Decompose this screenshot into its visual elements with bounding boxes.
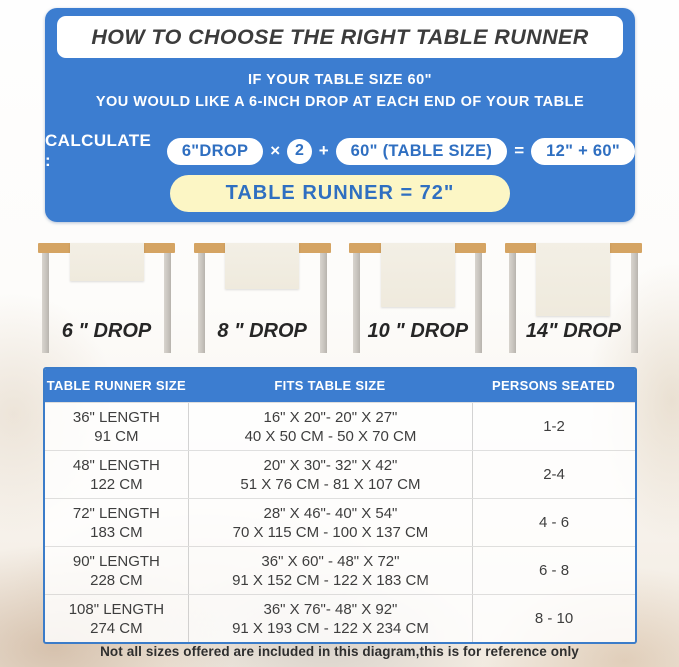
- table-leg-left: [353, 253, 361, 353]
- persons-cell: 8 - 10: [472, 595, 635, 642]
- runner-size-cell: 72" LENGTH 183 CM: [45, 499, 188, 546]
- calculation-row: CALCULATE : 6"DROP × 2 + 60" (TABLE SIZE…: [45, 131, 635, 170]
- instruction-panel: HOW TO CHOOSE THE RIGHT TABLE RUNNER IF …: [45, 8, 635, 222]
- runner-size-cell: 36" LENGTH 91 CM: [45, 403, 188, 450]
- fits-size-cell: 20" X 30"- 32" X 42" 51 X 76 CM - 81 X 1…: [187, 451, 472, 498]
- page-title: HOW TO CHOOSE THE RIGHT TABLE RUNNER: [91, 24, 589, 49]
- drop-label: 8 " DROP: [217, 320, 307, 342]
- drop-pill: 6"DROP: [166, 137, 264, 165]
- runner-cm: 122 CM: [90, 475, 143, 493]
- result-pill: TABLE RUNNER = 72": [170, 175, 510, 212]
- fits-cm: 91 X 152 CM - 122 X 183 CM: [232, 571, 429, 589]
- fits-inches: 28" X 46"- 40" X 54": [263, 504, 398, 522]
- multiplier-badge: 2: [287, 138, 312, 164]
- header-cell-fits-size: FITS TABLE SIZE: [274, 378, 386, 393]
- runner-cm: 91 CM: [94, 427, 139, 445]
- table-runner: [380, 243, 455, 307]
- table-row: 108" LENGTH 274 CM 36" X 76"- 48" X 92" …: [45, 594, 635, 642]
- runner-length: 72" LENGTH: [72, 504, 160, 522]
- table-row: 48" LENGTH 122 CM 20" X 30"- 32" X 42" 5…: [45, 450, 635, 498]
- fits-cm: 51 X 76 CM - 81 X 107 CM: [240, 475, 421, 493]
- header-cell-runner-size: TABLE RUNNER SIZE: [46, 378, 186, 393]
- footer-note: Not all sizes offered are included in th…: [100, 644, 579, 659]
- fits-size-cell: 36" X 76"- 48" X 92" 91 X 193 CM - 122 X…: [187, 595, 472, 642]
- drop-label: 6 " DROP: [61, 320, 152, 342]
- fits-size-cell: 36" X 60" - 48" X 72" 91 X 152 CM - 122 …: [187, 547, 472, 594]
- table-figure-8-drop: 8 " DROP: [193, 243, 331, 355]
- table-leg-left: [197, 253, 205, 353]
- calculate-label: CALCULATE :: [45, 131, 152, 170]
- size-table: TABLE RUNNER SIZE FITS TABLE SIZE PERSON…: [43, 367, 637, 644]
- runner-length: 36" LENGTH: [72, 408, 160, 426]
- runner-length: 108" LENGTH: [68, 600, 165, 618]
- title-banner: HOW TO CHOOSE THE RIGHT TABLE RUNNER: [57, 16, 623, 58]
- header-cell-persons: PERSONS SEATED: [491, 378, 616, 393]
- table-leg-right: [319, 253, 327, 353]
- drop-illustrations: 6 " DROP 8 " DROP 10 " DROP 14" DROP: [38, 243, 642, 355]
- persons-cell: 6 - 8: [472, 547, 635, 594]
- fits-inches: 36" X 76"- 48" X 92": [263, 600, 398, 618]
- fits-inches: 36" X 60" - 48" X 72": [261, 552, 400, 570]
- persons-cell: 2-4: [472, 451, 635, 498]
- fits-cm: 91 X 193 CM - 122 X 234 CM: [232, 619, 429, 637]
- table-size-pill: 60" (TABLE SIZE): [335, 137, 508, 165]
- table-leg-left: [508, 253, 516, 353]
- table-figure-6-drop: 6 " DROP: [38, 243, 175, 355]
- subtitle-line-2: YOU WOULD LIKE A 6-INCH DROP AT EACH END…: [95, 94, 585, 110]
- drop-label: 14" DROP: [525, 320, 621, 342]
- table-row: 36" LENGTH 91 CM 16" X 20"- 20" X 27" 40…: [45, 402, 635, 450]
- table-row: 72" LENGTH 183 CM 28" X 46"- 40" X 54" 7…: [45, 498, 635, 546]
- sum-pill: 12" + 60": [531, 137, 635, 165]
- table-runner: [225, 243, 300, 289]
- runner-size-cell: 108" LENGTH 274 CM: [45, 595, 188, 642]
- fits-inches: 16" X 20"- 20" X 27": [263, 408, 398, 426]
- drop-label: 10 " DROP: [367, 320, 469, 342]
- runner-size-cell: 90" LENGTH 228 CM: [45, 547, 188, 594]
- fits-cm: 70 X 115 CM - 100 X 137 CM: [232, 523, 429, 541]
- table-figure-14-drop: 14" DROP: [504, 243, 642, 355]
- persons-cell: 4 - 6: [472, 499, 635, 546]
- fits-size-cell: 28" X 46"- 40" X 54" 70 X 115 CM - 100 X…: [187, 499, 472, 546]
- multiply-sign: ×: [270, 141, 281, 160]
- fits-inches: 20" X 30"- 32" X 42": [263, 456, 398, 474]
- persons-cell: 1-2: [472, 403, 635, 450]
- runner-cm: 274 CM: [90, 619, 143, 637]
- plus-sign: +: [318, 141, 329, 160]
- equals-sign: =: [514, 141, 525, 160]
- table-runner: [536, 243, 611, 316]
- table-leg-left: [42, 253, 49, 353]
- table-leg-right: [475, 253, 483, 353]
- runner-size-cell: 48" LENGTH 122 CM: [45, 451, 188, 498]
- table-row: 90" LENGTH 228 CM 36" X 60" - 48" X 72" …: [45, 546, 635, 594]
- runner-length: 48" LENGTH: [72, 456, 160, 474]
- table-leg-right: [630, 253, 638, 353]
- fits-cm: 40 X 50 CM - 50 X 70 CM: [244, 427, 417, 445]
- runner-cm: 228 CM: [90, 571, 143, 589]
- subtitle-line-1: IF YOUR TABLE SIZE 60": [247, 72, 433, 88]
- size-table-header: TABLE RUNNER SIZE FITS TABLE SIZE PERSON…: [45, 369, 635, 402]
- fits-size-cell: 16" X 20"- 20" X 27" 40 X 50 CM - 50 X 7…: [187, 403, 472, 450]
- runner-cm: 183 CM: [90, 523, 143, 541]
- table-leg-right: [164, 253, 171, 353]
- runner-length: 90" LENGTH: [72, 552, 160, 570]
- table-runner: [69, 243, 144, 281]
- table-figure-10-drop: 10 " DROP: [349, 243, 487, 355]
